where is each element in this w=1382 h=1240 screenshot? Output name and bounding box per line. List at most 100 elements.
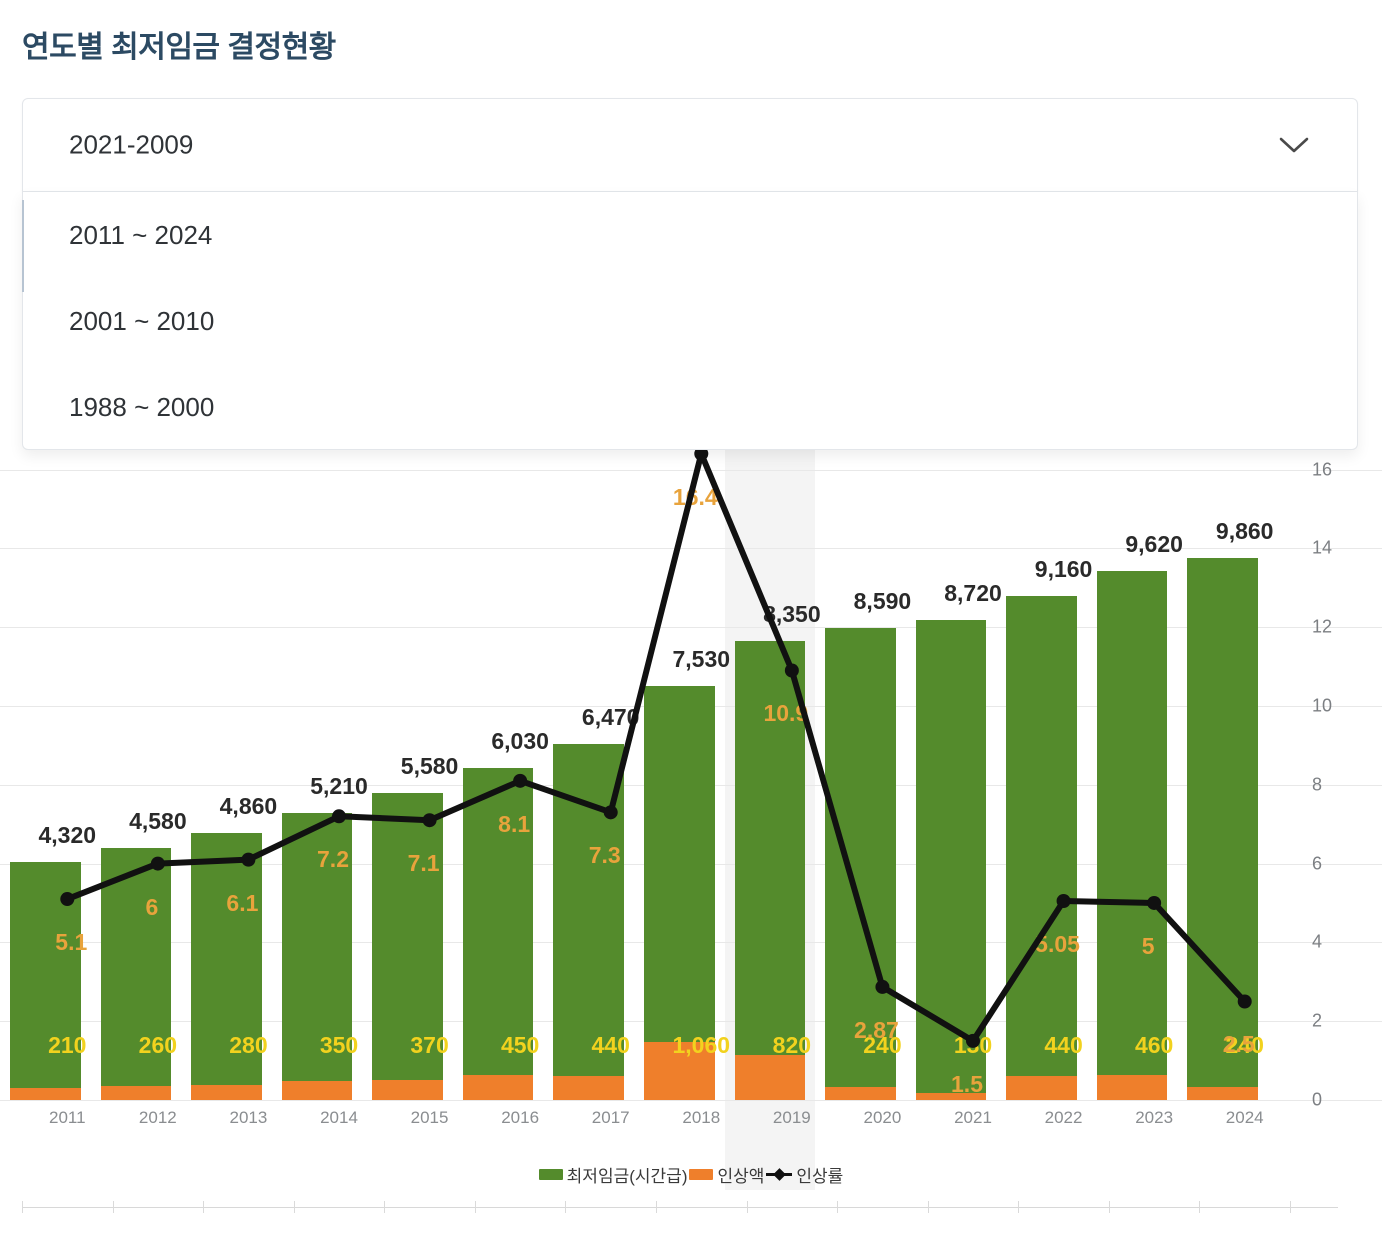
bottom-axis-tick [112, 1201, 114, 1213]
y-axis-right-tick-label: 0 [1312, 1089, 1323, 1110]
increase-amount-label: 210 [48, 1032, 87, 1058]
increase-rate-label: 16.4 [672, 483, 718, 510]
period-option-1[interactable]: 2001 ~ 2010 [69, 306, 215, 336]
x-axis-tick-label: 2024 [1225, 1108, 1264, 1127]
increase-rate-label: 1.5 [951, 1070, 983, 1097]
bottom-axis-tick [474, 1201, 476, 1213]
increase-rate-label: 7.1 [407, 850, 440, 877]
x-axis-tick-label: 2015 [410, 1108, 449, 1127]
increase-amount-label: 440 [1044, 1032, 1083, 1058]
bar-increase-amount [643, 1041, 715, 1100]
bar-increase-amount [100, 1085, 172, 1100]
legend-label: 인상률 [796, 1167, 844, 1186]
page-title: 연도별 최저임금 결정현황 [22, 31, 336, 64]
bottom-axis-tick [927, 1201, 929, 1213]
bar-group[interactable] [281, 430, 353, 1100]
bar-group[interactable] [553, 430, 625, 1100]
bar-increase-amount [281, 1080, 353, 1100]
increase-amount-label: 1,060 [672, 1032, 731, 1058]
y-axis-right-tick-label: 12 [1312, 616, 1333, 637]
period-select[interactable]: 2021-2009 [22, 98, 1358, 192]
y-axis-right-tick-label: 6 [1312, 853, 1323, 874]
bar-value-label: 9,160 [1034, 556, 1093, 583]
bar-value-label: 5,580 [400, 753, 459, 780]
bar-increase-amount [372, 1079, 443, 1100]
x-axis-tick-label: 2019 [772, 1108, 811, 1127]
bar-value-label: 8,590 [853, 587, 912, 614]
increase-amount-label: 450 [500, 1032, 540, 1058]
y-axis-right-tick-label: 14 [1312, 537, 1333, 558]
bar-increase-amount [462, 1075, 534, 1100]
bar-increase-amount [1187, 1086, 1259, 1100]
bottom-axis-tick [746, 1201, 748, 1213]
y-axis-right-tick-label: 16 [1312, 459, 1333, 480]
bar-group[interactable] [734, 430, 806, 1100]
increase-rate-label: 2.87 [854, 1016, 899, 1043]
bar-minimum-wage [100, 848, 172, 1100]
bottom-axis-line [22, 1207, 1338, 1208]
increase-amount-label: 440 [591, 1032, 630, 1058]
legend-swatch-minimum-wage [538, 1169, 563, 1180]
legend-item[interactable]: 최저임금(시간급) [538, 1162, 687, 1187]
bar-group[interactable] [9, 430, 81, 1100]
period-option-0[interactable]: 2011 ~ 2024 [69, 220, 213, 250]
bar-value-label: 9,860 [1215, 517, 1274, 544]
x-axis-tick-label: 2017 [591, 1108, 630, 1127]
x-axis-tick-label: 2018 [682, 1108, 721, 1127]
increase-amount-label: 460 [1134, 1032, 1174, 1058]
bar-increase-amount [553, 1075, 625, 1100]
y-axis-right-tick-label: 2 [1312, 1010, 1323, 1031]
x-axis-tick-label: 2012 [138, 1108, 177, 1127]
bar-increase-amount [734, 1054, 806, 1100]
y-axis-right-tick-label: 8 [1312, 774, 1323, 795]
bottom-axis-tick [837, 1201, 839, 1213]
bar-value-label: 5,210 [310, 773, 368, 800]
bar-value-label: 7,530 [672, 645, 731, 672]
legend-item[interactable]: 인상액 [689, 1162, 764, 1187]
x-axis-tick-label: 2016 [501, 1108, 540, 1127]
bottom-axis-tick [1290, 1201, 1291, 1213]
legend-label: 인상액 [717, 1167, 765, 1186]
bottom-axis-tick [1108, 1201, 1110, 1213]
period-option-2[interactable]: 1988 ~ 2000 [69, 392, 215, 422]
increase-amount-label: 280 [229, 1032, 268, 1058]
bar-minimum-wage [1096, 570, 1168, 1100]
bar-group[interactable] [1006, 430, 1077, 1100]
bar-group[interactable] [825, 430, 896, 1100]
x-axis-tick-label: 2020 [863, 1108, 902, 1127]
bottom-axis-tick [565, 1201, 567, 1213]
period-select-value: 2021-2009 [69, 129, 194, 160]
legend-item[interactable]: 인상률 [766, 1162, 843, 1187]
bottom-axis-tick [1018, 1201, 1020, 1213]
y-axis-right-tick-label: 4 [1312, 931, 1323, 952]
bar-group[interactable] [915, 430, 987, 1100]
bottom-axis-tick [384, 1201, 386, 1213]
bar-group[interactable] [100, 430, 172, 1100]
x-axis-tick-label: 2022 [1044, 1108, 1083, 1127]
bottom-axis-tick [1199, 1201, 1201, 1213]
bar-increase-amount [191, 1084, 262, 1100]
increase-amount-label: 130 [953, 1032, 993, 1058]
x-axis-tick-label: 2014 [320, 1108, 358, 1127]
bar-group[interactable] [643, 430, 715, 1100]
increase-amount-label: 350 [319, 1032, 359, 1058]
increase-amount-label: 260 [138, 1032, 178, 1058]
period-select-menu: 2011 ~ 2024 2001 ~ 2010 1988 ~ 2000 [22, 192, 1358, 450]
bottom-axis-tick [203, 1201, 205, 1213]
gridline [0, 1100, 1382, 1101]
bar-minimum-wage [1006, 596, 1077, 1100]
bar-group[interactable] [462, 430, 534, 1100]
bar-increase-amount [1006, 1075, 1077, 1100]
chevron-down-icon[interactable] [1277, 135, 1311, 155]
bar-value-label: 6,030 [491, 728, 549, 755]
legend-swatch-increase-rate [766, 1169, 793, 1180]
increase-rate-label: 7.3 [588, 842, 621, 869]
increase-rate-label: 6.1 [226, 889, 259, 916]
bar-value-label: 4,860 [219, 792, 278, 819]
bar-group[interactable] [191, 430, 262, 1100]
increase-rate-label: 10.9 [763, 700, 809, 727]
bottom-axis-tick [22, 1201, 23, 1213]
increase-rate-label: 5 [1141, 932, 1155, 959]
x-axis-tick-label: 2011 [49, 1108, 86, 1127]
